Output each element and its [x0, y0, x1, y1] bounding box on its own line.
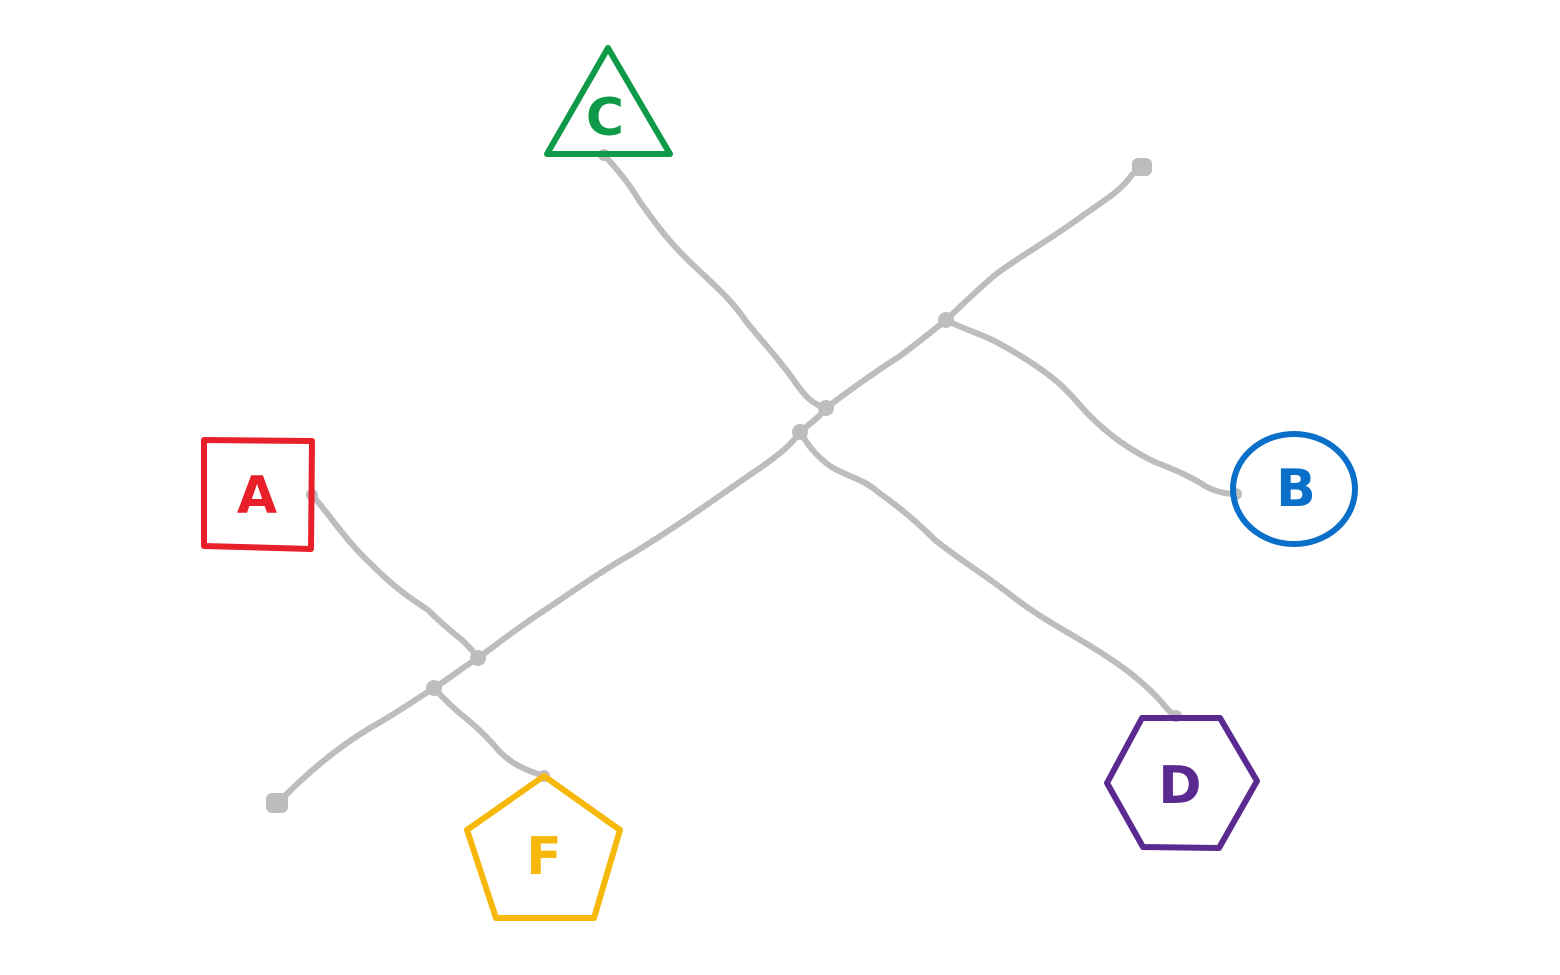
circle-shape: [1230, 431, 1358, 547]
hexagon-shape: [1104, 715, 1260, 851]
node-b-label: B: [1276, 459, 1316, 519]
open-end-cap: [266, 793, 288, 813]
junction-dot: [818, 400, 834, 416]
junction-dot: [938, 312, 954, 328]
node-a-label: A: [237, 466, 277, 526]
node-b: B: [1230, 431, 1358, 547]
edge-f: [431, 685, 547, 779]
backbone-edge: [274, 164, 1145, 807]
node-c: C: [544, 45, 673, 157]
edge-a: [309, 492, 481, 661]
triangle-shape: [544, 45, 673, 157]
node-f-label: F: [526, 827, 562, 887]
node-c-label: C: [586, 88, 624, 148]
junction-dot: [426, 680, 442, 696]
open-end-cap: [1132, 158, 1152, 176]
node-d: D: [1104, 715, 1260, 851]
node-f: F: [464, 773, 623, 921]
edge-b: [943, 317, 1239, 497]
square-shape: [201, 437, 315, 552]
junction-dot: [470, 650, 486, 666]
edge-d: [797, 429, 1179, 719]
node-d-label: D: [1158, 756, 1201, 816]
junction-dot: [792, 424, 808, 440]
node-a: A: [201, 437, 315, 552]
edge-c: [601, 152, 829, 411]
pentagon-shape: [464, 773, 623, 921]
